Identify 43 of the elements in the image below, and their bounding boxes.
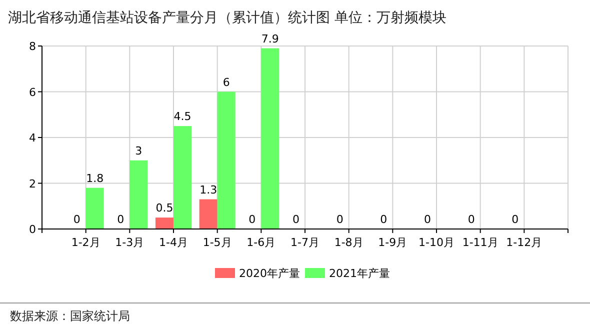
chart-title: 湖北省移动通信基站设备产量分月（累计值）统计图 单位：万射频模块 [8,10,446,26]
data-label: 6 [222,76,230,89]
x-tick-label: 1-5月 [202,236,232,249]
x-tick-label: 1-2月 [71,236,100,249]
bar [217,92,236,229]
source-note: 数据来源：国家统计局 [10,309,130,323]
bar [199,199,218,229]
y-tick-label: 0 [29,223,36,236]
x-tick-label: 1-9月 [378,236,408,249]
x-tick-label: 1-6月 [246,236,276,249]
y-tick-label: 6 [29,86,36,99]
data-label: 0 [380,213,388,226]
x-tick-label: 1-10月 [418,236,454,249]
data-label: 7.9 [261,32,279,46]
bar [130,160,148,229]
x-tick-label: 1-7月 [290,236,320,249]
bar [174,126,192,229]
x-tick-label: 1-3月 [115,236,144,249]
data-label: 0 [336,213,344,226]
bar [261,48,280,229]
data-label: 0 [73,213,80,226]
y-tick-label: 8 [29,40,36,53]
x-tick-label: 1-12月 [506,236,542,249]
x-tick-label: 1-8月 [334,236,364,249]
x-tick-label: 1-11月 [462,236,498,249]
bar [156,218,174,229]
bar [86,188,104,229]
data-label: 1.3 [200,183,218,196]
legend-label: 2021年产量 [329,267,390,280]
data-label: 0 [248,213,256,226]
data-label: 1.8 [86,172,104,185]
data-label: 4.5 [174,110,192,124]
data-label: 0.5 [156,202,174,215]
data-label: 0 [468,213,475,226]
x-tick-label: 1-4月 [159,236,188,249]
data-label: 0 [117,213,124,226]
data-label: 3 [135,144,142,158]
y-tick-label: 2 [29,177,36,190]
data-label: 0 [512,213,519,226]
y-tick-label: 4 [29,132,36,144]
data-label: 0 [292,213,300,226]
data-label: 0 [424,213,431,226]
legend-label: 2020年产量 [239,267,300,280]
